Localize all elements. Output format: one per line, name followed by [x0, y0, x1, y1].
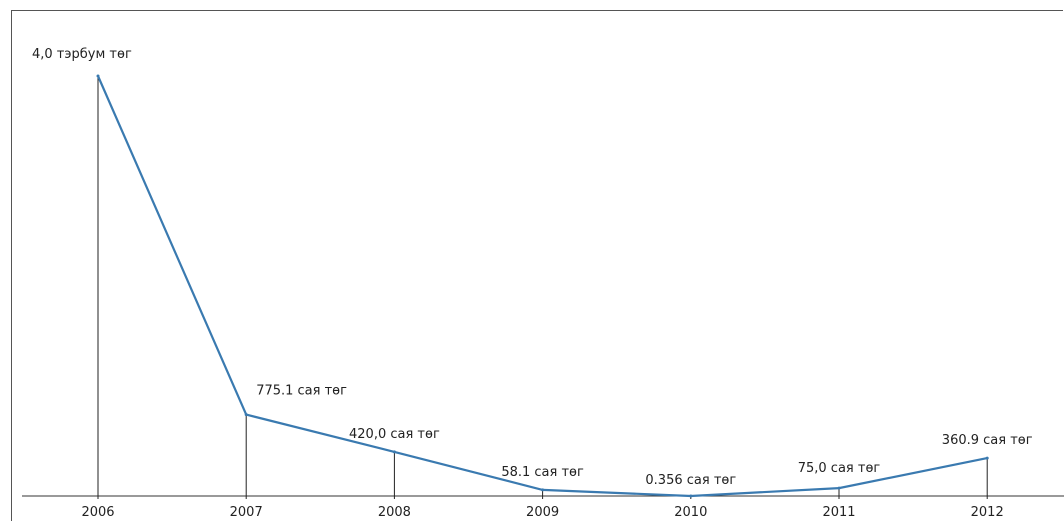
chart-frame — [11, 10, 1063, 521]
x-tick-label-2008: 2008 — [378, 505, 411, 520]
data-point-2011 — [837, 486, 841, 490]
x-tick-label-2011: 2011 — [822, 505, 855, 520]
series-line — [96, 75, 988, 498]
x-tick-label-2009: 2009 — [526, 505, 559, 520]
x-tick-label-2007: 2007 — [230, 505, 263, 520]
data-label-2012: 360.9 сая төг — [942, 433, 1033, 448]
data-label-2010: 0.356 сая төг — [645, 473, 736, 488]
x-tick-label-2010: 2010 — [674, 505, 707, 520]
data-label-2009: 58.1 сая төг — [501, 465, 584, 480]
x-tick-label-2006: 2006 — [81, 505, 114, 520]
data-point-2008 — [392, 450, 396, 454]
data-point-2010 — [689, 494, 693, 498]
data-point-2012 — [985, 456, 989, 460]
data-label-2008: 420,0 сая төг — [349, 427, 440, 442]
data-label-2006: 4,0 тэрбум төг — [32, 47, 132, 62]
data-label-2011: 75,0 сая төг — [798, 461, 881, 476]
data-point-2009 — [541, 488, 545, 492]
data-point-2006 — [96, 74, 100, 78]
data-label-2007: 775.1 сая төг — [256, 384, 347, 399]
data-point-2007 — [244, 413, 248, 417]
x-tick-label-2012: 2012 — [971, 505, 1004, 520]
